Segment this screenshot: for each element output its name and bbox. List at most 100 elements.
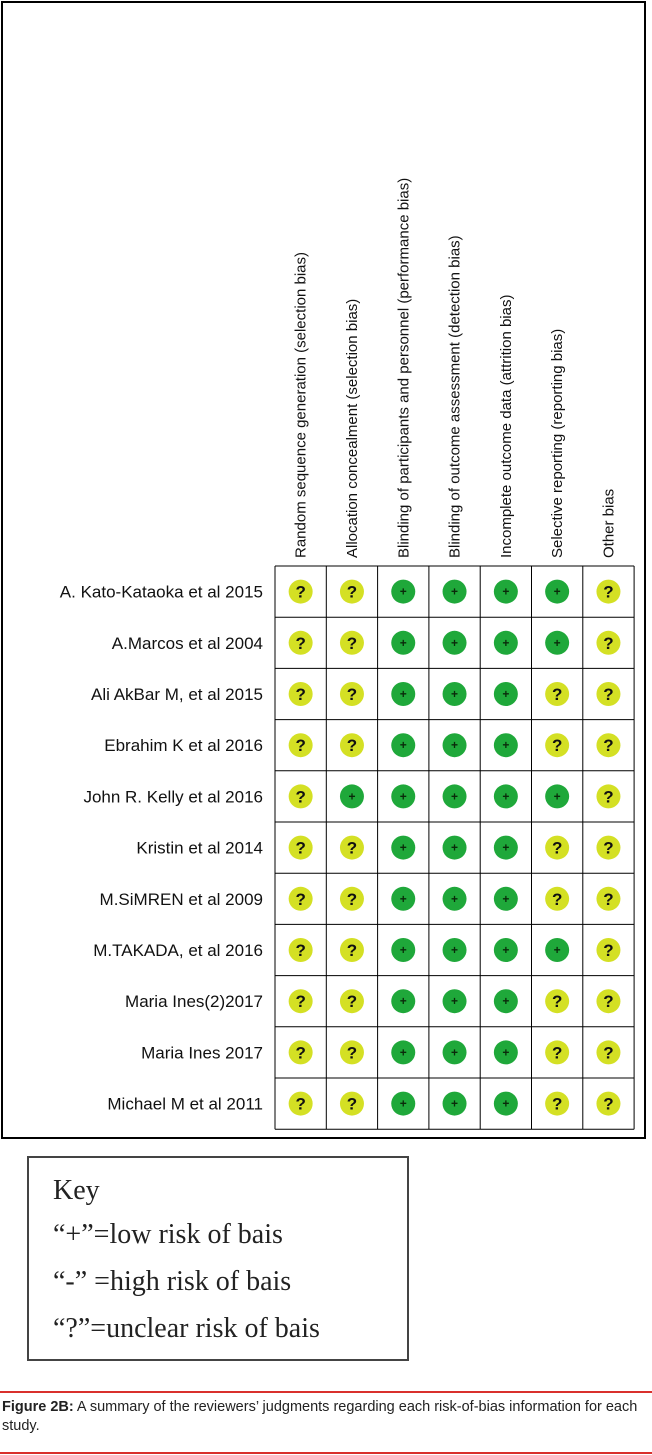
study-label: A. Kato-Kataoka et al 2015 — [60, 583, 263, 602]
marker-symbol: ? — [295, 1043, 305, 1062]
marker-circle — [391, 989, 416, 1014]
marker-circle — [493, 733, 518, 758]
marker-symbol: ? — [347, 736, 357, 755]
marker-circle — [442, 989, 467, 1014]
low-risk-marker: + — [391, 579, 416, 604]
marker-circle — [288, 784, 313, 809]
marker-symbol: ? — [347, 890, 357, 909]
marker-circle — [545, 989, 570, 1014]
low-risk-marker: + — [493, 682, 518, 706]
marker-circle — [545, 835, 570, 860]
marker-symbol: + — [502, 994, 509, 1008]
low-risk-marker: + — [391, 835, 416, 860]
marker-circle — [391, 784, 416, 809]
column-header-5: Selective reporting (reporting bias) — [549, 329, 566, 558]
marker-symbol: + — [502, 892, 509, 906]
low-risk-marker: + — [442, 630, 467, 655]
marker-circle — [493, 1040, 518, 1065]
marker-circle — [493, 630, 518, 655]
marker-symbol: ? — [603, 1043, 613, 1062]
unclear-risk-marker: ? — [339, 733, 364, 758]
marker-symbol: ? — [552, 736, 562, 755]
unclear-risk-marker: ? — [596, 733, 621, 758]
unclear-risk-marker: ? — [288, 784, 313, 809]
marker-symbol: ? — [295, 583, 305, 602]
caption-rule-top — [0, 1391, 652, 1393]
marker-symbol: ? — [552, 1043, 562, 1062]
unclear-risk-marker: ? — [288, 579, 313, 604]
marker-circle — [288, 1040, 313, 1065]
low-risk-marker: + — [493, 835, 518, 860]
low-risk-marker: + — [545, 784, 570, 809]
marker-circle — [493, 682, 518, 706]
study-label: A.Marcos et al 2004 — [112, 634, 263, 653]
unclear-risk-marker: ? — [596, 1040, 621, 1065]
low-risk-marker: + — [493, 630, 518, 655]
marker-symbol: ? — [347, 634, 357, 653]
marker-circle — [391, 1040, 416, 1065]
marker-symbol: ? — [603, 787, 613, 806]
unclear-risk-marker: ? — [339, 630, 364, 655]
marker-symbol: + — [502, 943, 509, 957]
marker-symbol: + — [451, 636, 458, 650]
marker-symbol: ? — [347, 1043, 357, 1062]
marker-circle — [339, 682, 364, 706]
key-title: Key — [53, 1175, 100, 1206]
unclear-risk-marker: ? — [596, 989, 621, 1014]
unclear-risk-marker: ? — [288, 938, 313, 962]
marker-circle — [391, 938, 416, 962]
low-risk-marker: + — [493, 1040, 518, 1065]
unclear-risk-marker: ? — [339, 1091, 364, 1116]
unclear-risk-marker: ? — [596, 784, 621, 809]
study-label: Michael M et al 2011 — [107, 1095, 263, 1114]
risk-of-bias-grid: Random sequence generation (selection bi… — [60, 178, 635, 1130]
marker-symbol: ? — [603, 1095, 613, 1114]
low-risk-marker: + — [493, 1091, 518, 1116]
marker-circle — [442, 1040, 467, 1065]
unclear-risk-marker: ? — [339, 835, 364, 860]
low-risk-marker: + — [442, 989, 467, 1014]
marker-circle — [493, 579, 518, 604]
column-header-4: Incomplete outcome data (attrition bias) — [498, 295, 515, 558]
marker-symbol: ? — [295, 634, 305, 653]
study-label: Kristin et al 2014 — [136, 839, 263, 858]
marker-symbol: + — [554, 943, 561, 957]
unclear-risk-marker: ? — [288, 989, 313, 1014]
marker-symbol: + — [502, 585, 509, 599]
marker-circle — [596, 886, 621, 911]
key-unclear-risk: “?”=unclear risk of bais — [53, 1313, 320, 1344]
unclear-risk-marker: ? — [288, 733, 313, 758]
marker-circle — [442, 784, 467, 809]
key-low-risk: “+”=low risk of bais — [53, 1219, 283, 1250]
low-risk-marker: + — [493, 938, 518, 962]
marker-circle — [391, 1091, 416, 1116]
marker-circle — [288, 886, 313, 911]
unclear-risk-marker: ? — [288, 1091, 313, 1116]
marker-circle — [339, 989, 364, 1014]
column-header-6: Other bias — [600, 489, 617, 558]
marker-symbol: + — [348, 789, 355, 803]
marker-symbol: + — [554, 585, 561, 599]
marker-symbol: + — [451, 841, 458, 855]
marker-symbol: + — [400, 1097, 407, 1111]
marker-circle — [596, 938, 621, 962]
marker-circle — [339, 938, 364, 962]
marker-symbol: + — [400, 738, 407, 752]
marker-circle — [545, 938, 570, 962]
marker-symbol: + — [502, 789, 509, 803]
marker-circle — [288, 989, 313, 1014]
marker-symbol: ? — [603, 685, 613, 704]
marker-symbol: + — [502, 1045, 509, 1059]
marker-symbol: ? — [603, 890, 613, 909]
low-risk-marker: + — [493, 733, 518, 758]
study-label: Maria Ines(2)2017 — [125, 992, 263, 1011]
low-risk-marker: + — [391, 682, 416, 706]
column-header-2: Blinding of participants and personnel (… — [395, 178, 412, 558]
study-label: M.TAKADA, et al 2016 — [93, 941, 263, 960]
marker-circle — [288, 835, 313, 860]
marker-symbol: ? — [347, 992, 357, 1011]
figure-frame — [1, 1, 646, 1139]
low-risk-marker: + — [339, 784, 364, 809]
marker-circle — [596, 1040, 621, 1065]
unclear-risk-marker: ? — [596, 579, 621, 604]
